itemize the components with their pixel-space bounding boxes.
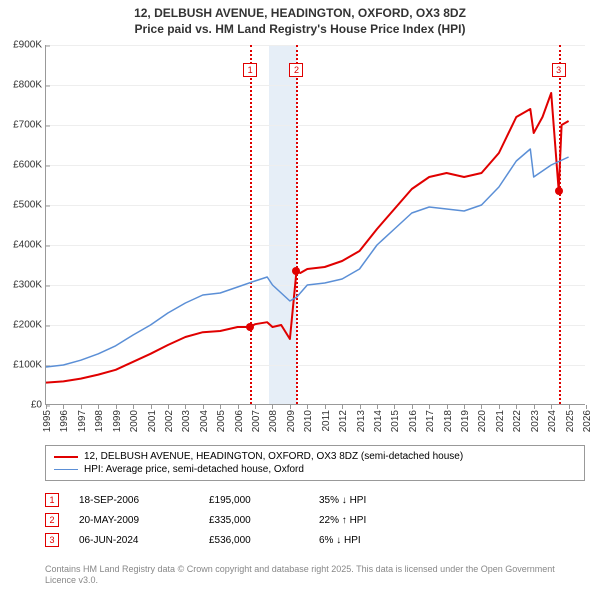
event-number-box: 2 xyxy=(45,513,59,527)
event-price: £536,000 xyxy=(209,535,299,546)
event-hpi-diff: 22% ↑ HPI xyxy=(319,515,409,526)
x-tick-label: 1995 xyxy=(42,404,53,432)
series-price_paid xyxy=(46,93,569,383)
event-row: 3 06-JUN-2024 £536,000 6% ↓ HPI xyxy=(45,530,585,550)
y-tick-label: £700K xyxy=(2,120,46,131)
chart-container: 12, DELBUSH AVENUE, HEADINGTON, OXFORD, … xyxy=(0,0,600,590)
y-tick-label: £100K xyxy=(2,360,46,371)
series-svg xyxy=(46,45,586,405)
event-date: 18-SEP-2006 xyxy=(79,495,189,506)
x-tick-label: 2015 xyxy=(390,404,401,432)
event-row: 2 20-MAY-2009 £335,000 22% ↑ HPI xyxy=(45,510,585,530)
y-tick-label: £400K xyxy=(2,240,46,251)
x-tick-label: 1999 xyxy=(112,404,123,432)
events-table: 1 18-SEP-2006 £195,000 35% ↓ HPI 2 20-MAY-200… xyxy=(45,490,585,550)
attribution-text: Contains HM Land Registry data © Crown c… xyxy=(45,564,585,586)
event-row: 1 18-SEP-2006 £195,000 35% ↓ HPI xyxy=(45,490,585,510)
x-tick-label: 2001 xyxy=(147,404,158,432)
event-marker-dot xyxy=(555,187,563,195)
legend-label: 12, DELBUSH AVENUE, HEADINGTON, OXFORD, … xyxy=(84,451,463,462)
legend-row: 12, DELBUSH AVENUE, HEADINGTON, OXFORD, … xyxy=(54,450,576,463)
y-tick-label: £800K xyxy=(2,80,46,91)
title-line-2: Price paid vs. HM Land Registry's House … xyxy=(0,22,600,38)
x-tick-label: 2021 xyxy=(495,404,506,432)
x-tick-label: 2026 xyxy=(582,404,593,432)
plot-area: £0£100K£200K£300K£400K£500K£600K£700K£80… xyxy=(45,45,585,405)
x-tick-label: 2022 xyxy=(512,404,523,432)
x-tick-label: 2005 xyxy=(216,404,227,432)
y-tick-label: £900K xyxy=(2,40,46,51)
x-tick-label: 2013 xyxy=(356,404,367,432)
series-hpi xyxy=(46,149,569,367)
event-hpi-diff: 6% ↓ HPI xyxy=(319,535,409,546)
x-tick-label: 2007 xyxy=(251,404,262,432)
y-tick-label: £300K xyxy=(2,280,46,291)
event-date: 06-JUN-2024 xyxy=(79,535,189,546)
x-tick-label: 2012 xyxy=(338,404,349,432)
x-tick-label: 2023 xyxy=(530,404,541,432)
x-tick-label: 2018 xyxy=(443,404,454,432)
title-line-1: 12, DELBUSH AVENUE, HEADINGTON, OXFORD, … xyxy=(0,6,600,22)
x-tick-label: 2010 xyxy=(303,404,314,432)
x-tick-label: 2014 xyxy=(373,404,384,432)
x-tick-label: 2025 xyxy=(565,404,576,432)
legend-label: HPI: Average price, semi-detached house,… xyxy=(84,464,304,475)
chart-title: 12, DELBUSH AVENUE, HEADINGTON, OXFORD, … xyxy=(0,0,600,37)
y-tick-label: £500K xyxy=(2,200,46,211)
y-tick-label: £0 xyxy=(2,400,46,411)
x-tick-label: 1997 xyxy=(77,404,88,432)
x-tick-label: 2024 xyxy=(547,404,558,432)
x-tick-label: 2002 xyxy=(164,404,175,432)
y-tick-label: £600K xyxy=(2,160,46,171)
x-tick-label: 2011 xyxy=(321,404,332,432)
x-tick-label: 1998 xyxy=(94,404,105,432)
x-tick-label: 2006 xyxy=(234,404,245,432)
x-tick-label: 2009 xyxy=(286,404,297,432)
event-marker-dot xyxy=(246,323,254,331)
x-tick-label: 2019 xyxy=(460,404,471,432)
y-tick-label: £200K xyxy=(2,320,46,331)
x-tick-label: 2004 xyxy=(199,404,210,432)
event-marker-dot xyxy=(292,267,300,275)
legend: 12, DELBUSH AVENUE, HEADINGTON, OXFORD, … xyxy=(45,445,585,481)
event-price: £195,000 xyxy=(209,495,299,506)
legend-swatch xyxy=(54,456,78,458)
event-number-box: 1 xyxy=(45,493,59,507)
event-price: £335,000 xyxy=(209,515,299,526)
x-tick-label: 2000 xyxy=(129,404,140,432)
x-tick-label: 2008 xyxy=(268,404,279,432)
x-tick-label: 2003 xyxy=(181,404,192,432)
x-tick-label: 2017 xyxy=(425,404,436,432)
event-number-box: 3 xyxy=(45,533,59,547)
x-tick-label: 1996 xyxy=(59,404,70,432)
event-hpi-diff: 35% ↓ HPI xyxy=(319,495,409,506)
event-date: 20-MAY-2009 xyxy=(79,515,189,526)
x-tick-label: 2016 xyxy=(408,404,419,432)
legend-swatch xyxy=(54,469,78,471)
x-tick-label: 2020 xyxy=(477,404,488,432)
legend-row: HPI: Average price, semi-detached house,… xyxy=(54,463,576,476)
